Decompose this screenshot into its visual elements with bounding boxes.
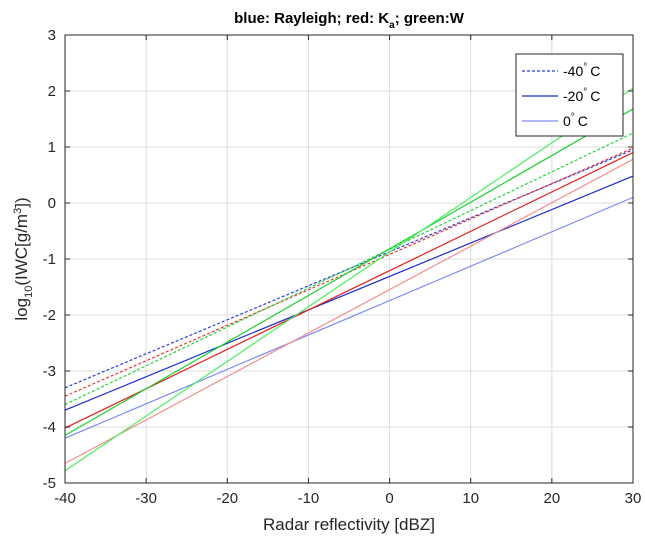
series-line (65, 196, 633, 439)
y-tick-label: -1 (43, 251, 56, 268)
y-tick-label: -3 (43, 363, 56, 380)
y-tick-label: -5 (43, 475, 56, 492)
legend-entry-0-unit: C (578, 113, 588, 129)
legend-entry-minus20-unit: C (590, 88, 600, 104)
y-tick-label: 0 (48, 195, 56, 212)
x-tick-label: 10 (462, 490, 479, 507)
chart-title-part2: ; green:W (395, 10, 465, 27)
y-tick-label: 2 (48, 83, 56, 100)
legend-entry-0-degree: ° (571, 112, 575, 123)
legend-box (515, 53, 624, 137)
series-line (65, 147, 633, 397)
legend: -40° C -20° C 0° C (515, 53, 624, 137)
chart-title-subscript: a (389, 20, 395, 31)
x-tick-label: -30 (135, 490, 157, 507)
legend-entry-minus40: -40° C (563, 62, 600, 79)
y-tick-label: 1 (48, 139, 56, 156)
y-axis-label-subscript: 10 (23, 286, 35, 298)
y-axis-label-prefix: log (12, 298, 31, 321)
series-line (65, 108, 633, 436)
x-tick-label: -40 (54, 490, 76, 507)
chart-title: blue: Rayleigh; red: Ka; green:W (234, 10, 465, 31)
legend-entry-0-value: 0 (563, 113, 571, 129)
legend-entry-minus20: -20° C (563, 87, 600, 104)
legend-entry-0: 0° C (563, 112, 588, 129)
x-axis-label: Radar reflectivity [dBZ] (263, 515, 435, 534)
series-layer (65, 87, 633, 472)
y-tick-label: -4 (43, 419, 56, 436)
y-axis-label-superscript: 3 (12, 208, 24, 214)
y-tick-label: 3 (48, 27, 56, 44)
legend-entry-minus40-unit: C (590, 63, 600, 79)
series-line (65, 149, 633, 389)
legend-entry-minus40-degree: ° (583, 62, 587, 73)
series-line (65, 87, 633, 472)
x-tick-label: -10 (298, 490, 320, 507)
chart-title-part1: blue: Rayleigh; red: K (234, 10, 389, 27)
x-tick-label: -20 (216, 490, 238, 507)
y-axis-label: log10(IWC[g/m3]) (12, 197, 35, 320)
x-tick-label: 0 (385, 490, 393, 507)
series-line (65, 158, 633, 464)
legend-entry-minus20-value: -20 (563, 88, 583, 104)
x-tick-label: 30 (625, 490, 642, 507)
x-tick-label: 20 (544, 490, 561, 507)
series-line (65, 175, 633, 411)
y-tick-label: -2 (43, 307, 56, 324)
legend-entry-minus20-degree: ° (583, 87, 587, 98)
series-line (65, 152, 633, 429)
y-axis-label-suffix: ]) (12, 197, 31, 207)
legend-entry-minus40-value: -40 (563, 63, 583, 79)
y-axis-label-main: (IWC[g/m (12, 214, 31, 286)
